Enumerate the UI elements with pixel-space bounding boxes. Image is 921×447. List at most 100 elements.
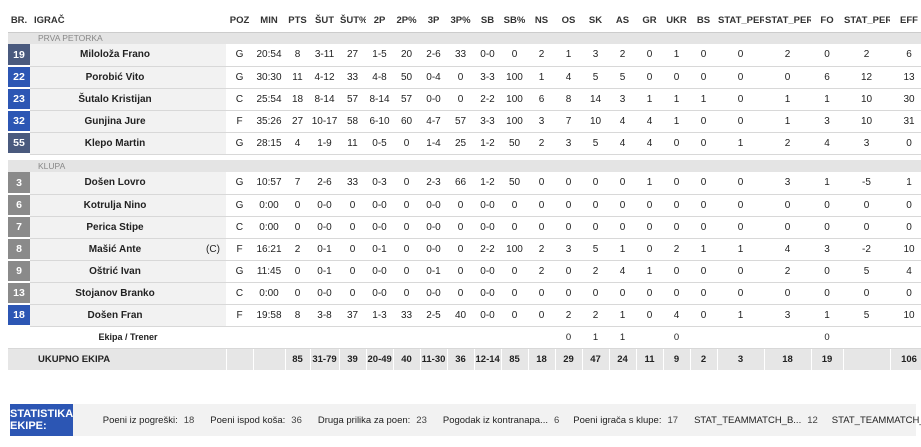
- player-row[interactable]: 18 Došen Fran F 19:58 8 3-8 37 1-3 33 2-5 40 0-0 0 0 2…: [8, 304, 921, 327]
- player-row[interactable]: 9 Oštrić Ivan G 11:45 0 0-1 0 0-0 0 0-1 0 0-0 0 2 0 2 4 1…: [8, 260, 921, 283]
- column-header[interactable]: PTS: [285, 10, 310, 33]
- stat-cell: 0: [663, 66, 690, 89]
- stat-cell: 3: [811, 110, 843, 133]
- column-header[interactable]: UKR: [663, 10, 690, 33]
- stat-cell: 0: [636, 304, 663, 327]
- player-row[interactable]: 3 Došen Lovro G 10:57 7 2-6 33 0-3 0 2-3 66 1-2 50 0 0…: [8, 172, 921, 195]
- player-row[interactable]: 55 Klepo Martin G 28:15 4 1-9 11 0-5 0 1-4 25 1-2 50…: [8, 132, 921, 155]
- column-header[interactable]: GR: [636, 10, 663, 33]
- stat-cell: 0: [609, 282, 636, 305]
- stat-cell: 0: [636, 44, 663, 67]
- stat-cell: 0: [393, 132, 420, 155]
- player-row[interactable]: 7 Perica Stipe C 0:00 0 0-0 0 0-0 0 0-0 0 0-0 0 0 0 0 0 0…: [8, 216, 921, 239]
- stat-cell: 0: [717, 88, 764, 111]
- column-header[interactable]: SB%: [501, 10, 528, 33]
- stat-cell: 0: [764, 216, 811, 239]
- player-name-link[interactable]: Mašić Ante: [30, 238, 200, 261]
- player-name-link[interactable]: Gunjina Jure: [30, 110, 200, 133]
- column-header[interactable]: POZ: [226, 10, 253, 33]
- stat-cell: 37: [339, 304, 366, 327]
- stat-cell: 0: [890, 216, 921, 239]
- column-header[interactable]: EFF: [890, 10, 921, 33]
- column-header[interactable]: STAT_PERS...: [843, 10, 890, 33]
- column-header[interactable]: SK: [582, 10, 609, 33]
- stat-cell: 57: [339, 88, 366, 111]
- player-name-link[interactable]: Klepo Martin: [30, 132, 200, 155]
- player-name-link[interactable]: Porobić Vito: [30, 66, 200, 89]
- column-header[interactable]: 2P%: [393, 10, 420, 33]
- stat-cell: F: [226, 110, 253, 133]
- column-header[interactable]: [200, 10, 226, 33]
- stat-cell: G: [226, 66, 253, 89]
- stat-cell: 100: [501, 110, 528, 133]
- stat-cell: 0: [582, 282, 609, 305]
- stat-cell: 0: [811, 282, 843, 305]
- stat-cell: 1: [811, 172, 843, 195]
- stat-cell: 0: [663, 132, 690, 155]
- column-header[interactable]: 3P%: [447, 10, 474, 33]
- player-row[interactable]: 13 Stojanov Branko C 0:00 0 0-0 0 0-0 0 0-0 0 0-0 0 0…: [8, 282, 921, 305]
- player-number: 32: [8, 110, 30, 133]
- stat-cell: 3: [609, 88, 636, 111]
- column-header[interactable]: BS: [690, 10, 717, 33]
- player-number: 23: [8, 88, 30, 111]
- table-header: BR. IGRAČ POZ MIN PTS ŠUT ŠUT% 2P 2P% 3P 3P% SB SB% N…: [8, 10, 921, 33]
- player-row[interactable]: 23 Šutalo Kristijan C 25:54 18 8-14 57 8-14 57 0-…: [8, 88, 921, 111]
- team-stats-bar: STATISTIKA EKIPE: Poeni iz pogreški: 18 Po…: [10, 404, 921, 436]
- player-name-link[interactable]: Perica Stipe: [30, 216, 200, 239]
- column-header[interactable]: ŠUT%: [339, 10, 366, 33]
- stat-cell: 0: [717, 110, 764, 133]
- stat-cell: 1-4: [420, 132, 447, 155]
- column-header[interactable]: BR.: [8, 10, 30, 33]
- column-header[interactable]: IGRAČ: [30, 10, 200, 33]
- player-name-link[interactable]: Oštrić Ivan: [30, 260, 200, 283]
- stat-cell: 0: [690, 304, 717, 327]
- section-header: PRVA PETORKA: [8, 32, 921, 44]
- team-coach-label: Ekipa / Trener: [30, 326, 226, 349]
- column-header[interactable]: OS: [555, 10, 582, 33]
- team-stat-item: STAT_TEAMMATCH_B... 12: [694, 415, 818, 426]
- stat-cell: 0: [717, 172, 764, 195]
- stat-cell: 13: [890, 66, 921, 89]
- player-row[interactable]: 32 Gunjina Jure F 35:26 27 10-17 58 6-10 60 4-7 57…: [8, 110, 921, 133]
- column-header[interactable]: NS: [528, 10, 555, 33]
- stat-cell: C: [226, 88, 253, 111]
- player-name-link[interactable]: Kotrulja Nino: [30, 194, 200, 217]
- player-row[interactable]: 8 Mašić Ante (C) F 16:21 2 0-1 0 0-1 0 0-0 0 2-2 100 2…: [8, 238, 921, 261]
- total-cell: [843, 348, 891, 370]
- stat-cell: 4: [811, 132, 843, 155]
- stat-cell: 0: [393, 260, 420, 283]
- stat-cell: 0: [582, 194, 609, 217]
- stat-cell: 0: [717, 66, 764, 89]
- column-header[interactable]: AS: [609, 10, 636, 33]
- player-row[interactable]: 19 Miloloža Frano G 20:54 8 3-11 27 1-5 20 2-6 33 0…: [8, 44, 921, 67]
- section-label: PRVA PETORKA: [8, 32, 921, 44]
- player-name-link[interactable]: Stojanov Branko: [30, 282, 200, 305]
- player-name-link[interactable]: Miloloža Frano: [30, 44, 200, 67]
- stat-cell: 3-8: [310, 304, 339, 327]
- stat-cell: 5: [843, 260, 890, 283]
- column-header[interactable]: 2P: [366, 10, 393, 33]
- column-header[interactable]: STAT_PERS...: [764, 10, 811, 33]
- player-number: 8: [8, 238, 30, 261]
- stat-cell: [717, 326, 764, 349]
- column-header[interactable]: STAT_PERS...: [717, 10, 764, 33]
- stat-cell: 0: [501, 216, 528, 239]
- player-name-link[interactable]: Došen Lovro: [30, 172, 200, 195]
- column-header[interactable]: SB: [474, 10, 501, 33]
- stat-cell: [393, 326, 420, 349]
- stat-cell: 4: [890, 260, 921, 283]
- column-header[interactable]: FO: [811, 10, 843, 33]
- stat-cell: 1: [609, 326, 636, 349]
- stat-cell: 0: [285, 216, 310, 239]
- column-header[interactable]: ŠUT: [310, 10, 339, 33]
- team-stat-label: Poeni igrača s klupe:: [573, 414, 662, 426]
- column-header[interactable]: MIN: [253, 10, 285, 33]
- column-header[interactable]: 3P: [420, 10, 447, 33]
- player-row[interactable]: 22 Porobić Vito G 30:30 11 4-12 33 4-8 50 0-4 0 3-3…: [8, 66, 921, 89]
- player-name-link[interactable]: Došen Fran: [30, 304, 200, 327]
- player-row[interactable]: 6 Kotrulja Nino G 0:00 0 0-0 0 0-0 0 0-0 0 0-0 0 0 0 0 0…: [8, 194, 921, 217]
- stat-cell: 11: [285, 66, 310, 89]
- player-name-link[interactable]: Šutalo Kristijan: [30, 88, 200, 111]
- stat-cell: C: [226, 216, 253, 239]
